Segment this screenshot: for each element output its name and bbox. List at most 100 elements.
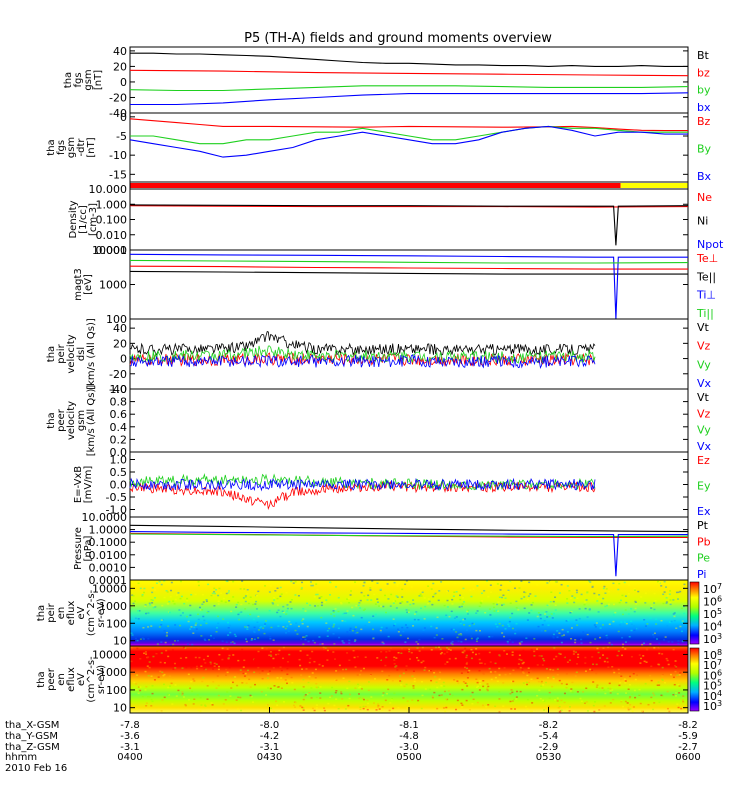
heatmap-pixel	[568, 589, 571, 592]
heatmap-pixel	[392, 707, 395, 710]
heatmap-pixel	[335, 586, 338, 588]
heatmap-pixel	[259, 626, 262, 629]
y-axis-label: tha	[36, 605, 47, 621]
heatmap-pixel	[549, 580, 552, 583]
heatmap-pixel	[315, 593, 318, 596]
heatmap-pixel	[673, 664, 676, 667]
legend-Ni: Ni	[697, 215, 708, 228]
heatmap-pixel	[299, 705, 302, 707]
y-axis-label: peir	[56, 343, 67, 363]
heatmap-pixel	[276, 704, 279, 707]
heatmap-pixel	[671, 641, 674, 643]
heatmap-pixel	[264, 620, 267, 622]
heatmap-pixel	[196, 694, 199, 696]
y-tick-label: 10	[113, 702, 127, 715]
heatmap-pixel	[222, 597, 225, 600]
heatmap-pixel	[585, 599, 588, 601]
heatmap-pixel	[238, 612, 241, 614]
heatmap-pixel	[411, 699, 414, 702]
heatmap-pixel	[496, 583, 499, 585]
heatmap-pixel	[432, 582, 435, 585]
heatmap-pixel	[217, 594, 220, 597]
series-line-Vt	[129, 330, 596, 357]
heatmap-pixel	[419, 593, 422, 595]
heatmap-pixel	[465, 699, 468, 702]
heatmap-pixel	[638, 654, 641, 656]
heatmap-pixel	[682, 605, 685, 608]
heatmap-pixel	[574, 638, 577, 641]
heatmap-pixel	[620, 700, 623, 702]
heatmap-pixel	[565, 672, 568, 675]
heatmap-pixel	[225, 580, 228, 582]
heatmap-pixel	[400, 652, 403, 654]
heatmap-pixel	[209, 634, 212, 637]
heatmap-pixel	[268, 627, 271, 629]
heatmap-pixel	[468, 625, 471, 627]
heatmap-pixel	[540, 682, 543, 684]
y-axis-label: peir	[46, 602, 57, 622]
heatmap-pixel	[560, 641, 563, 644]
heatmap-pixel	[202, 676, 205, 679]
heatmap-pixel	[296, 633, 299, 635]
y-axis-label: (cm^2-s-	[86, 589, 97, 636]
heatmap-pixel	[204, 705, 207, 707]
heatmap-pixel	[601, 654, 604, 656]
heatmap-pixel	[227, 657, 230, 659]
heatmap-pixel	[285, 591, 288, 594]
heatmap-pixel	[403, 685, 406, 688]
heatmap-pixel	[604, 592, 607, 594]
heatmap-pixel	[528, 581, 531, 584]
heatmap-pixel	[189, 628, 192, 630]
y-tick-label: 0	[120, 76, 127, 89]
heatmap-pixel	[318, 597, 321, 599]
heatmap-pixel	[502, 594, 505, 597]
heatmap-pixel	[397, 628, 400, 631]
heatmap-pixel	[680, 630, 683, 633]
heatmap-pixel	[586, 632, 589, 634]
heatmap-pixel	[546, 616, 549, 618]
heatmap-pixel	[172, 643, 175, 646]
legend-Vt: Vt	[697, 391, 710, 404]
heatmap-pixel	[520, 597, 523, 600]
heatmap-pixel	[149, 604, 152, 606]
series-line-Te	[129, 270, 688, 275]
heatmap-pixel	[576, 624, 579, 627]
heatmap-pixel	[262, 627, 265, 629]
heatmap-pixel	[488, 651, 491, 654]
heatmap-pixel	[167, 655, 170, 658]
heatmap-pixel	[612, 669, 615, 671]
heatmap-pixel	[300, 588, 303, 590]
heatmap-pixel	[347, 704, 350, 707]
heatmap-pixel	[661, 675, 664, 677]
heatmap-pixel	[360, 688, 363, 690]
heatmap-pixel	[603, 660, 606, 663]
heatmap-pixel	[603, 663, 606, 665]
heatmap-pixel	[413, 613, 416, 615]
heatmap-pixel	[390, 647, 393, 649]
y-tick-label: 1.000	[96, 198, 128, 211]
heatmap-pixel	[195, 628, 198, 630]
heatmap-pixel	[151, 591, 154, 594]
heatmap-pixel	[163, 696, 166, 699]
heatmap-pixel	[406, 649, 409, 651]
heatmap-pixel	[554, 699, 557, 701]
heatmap-pixel	[660, 694, 663, 697]
heatmap-pixel	[416, 647, 419, 649]
heatmap-pixel	[588, 608, 591, 611]
heatmap-pixel	[304, 610, 307, 612]
heatmap-pixel	[509, 700, 512, 703]
heatmap-pixel	[633, 587, 636, 590]
heatmap-pixel	[401, 588, 404, 591]
heatmap-pixel	[461, 704, 464, 706]
heatmap-pixel	[531, 665, 534, 667]
heatmap-pixel	[647, 703, 650, 706]
heatmap-pixel	[337, 596, 340, 599]
heatmap-pixel	[604, 605, 607, 608]
heatmap-pixel	[205, 599, 208, 601]
heatmap-pixel	[524, 591, 527, 594]
heatmap-pixel	[446, 599, 449, 602]
heatmap-pixel	[276, 677, 279, 679]
heatmap-pixel	[676, 674, 679, 676]
chart-title: P5 (TH-A) fields and ground moments over…	[244, 31, 552, 46]
heatmap-pixel	[457, 677, 460, 680]
